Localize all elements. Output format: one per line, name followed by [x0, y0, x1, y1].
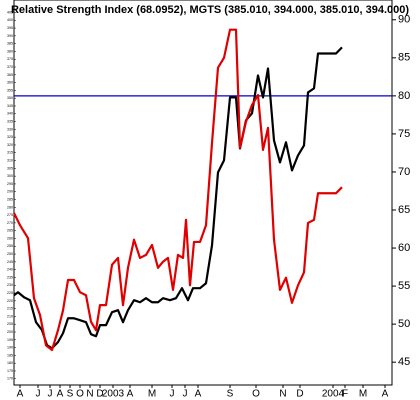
x-tick-label: A: [57, 389, 64, 400]
y-tick-label: 315: [7, 151, 13, 155]
x-tick-label: M: [359, 389, 367, 400]
y-tick-label: 375: [7, 57, 13, 61]
y-tick-label: 235: [7, 275, 13, 279]
x-tick-label: D: [96, 389, 103, 400]
y-tick-label: 320: [7, 143, 13, 147]
y-tick-label: 285: [7, 197, 13, 201]
y-tick-label: 355: [7, 88, 13, 92]
y-tick-label: 195: [7, 338, 13, 342]
y2-tick-label: 60: [398, 242, 410, 254]
series-line: [13, 28, 343, 352]
x-tick-label: S: [67, 389, 74, 400]
x-tick-label: A: [195, 389, 202, 400]
y-tick-label: 295: [7, 182, 13, 186]
y-tick-label: 245: [7, 260, 13, 264]
y-tick-label: 345: [7, 104, 13, 108]
x-tick-label: J: [36, 389, 41, 400]
x-tick-label: F: [342, 389, 348, 400]
x-tick-label: N: [86, 389, 93, 400]
y-tick-label: 325: [7, 135, 13, 139]
y-tick-label: 215: [7, 307, 13, 311]
y-tick-label: 390: [7, 34, 13, 38]
x-tick-label: A: [17, 389, 24, 400]
y-tick-label: 330: [7, 127, 13, 131]
x-tick-label: O: [252, 389, 260, 400]
x-tick-label: 2004: [322, 389, 345, 400]
y-tick-label: 230: [7, 283, 13, 287]
y-tick-label: 405: [7, 10, 13, 14]
y-tick-label: 170: [7, 377, 13, 381]
y-tick-label: 340: [7, 112, 13, 116]
y-tick-label: 265: [7, 229, 13, 233]
x-tick-label: D: [296, 389, 303, 400]
y2-tick-label: 85: [398, 52, 410, 64]
y-tick-label: 305: [7, 166, 13, 170]
y-tick-label: 200: [7, 330, 13, 334]
y2-tick-label: 50: [398, 318, 410, 330]
x-tick-label: O: [76, 389, 84, 400]
x-tick-label: A: [382, 389, 389, 400]
y-tick-label: 395: [7, 26, 13, 30]
y2-tick-label: 65: [398, 204, 410, 216]
y-tick-label: 260: [7, 236, 13, 240]
y-tick-label: 385: [7, 42, 13, 46]
y-tick-label: 175: [7, 369, 13, 373]
y-tick-label: 360: [7, 81, 13, 85]
y-tick-label: 350: [7, 96, 13, 100]
y-tick-label: 365: [7, 73, 13, 77]
chart-title: Relative Strength Index (68.0952), MGTS …: [11, 4, 409, 16]
y-tick-label: 220: [7, 299, 13, 303]
y-tick-label: 380: [7, 49, 13, 53]
x-tick-label: A: [127, 389, 134, 400]
x-tick-label: S: [227, 389, 234, 400]
y-tick-label: 335: [7, 120, 13, 124]
y-tick-label: 300: [7, 174, 13, 178]
y-tick-label: 205: [7, 322, 13, 326]
y-tick-label: 255: [7, 244, 13, 248]
y-tick-label: 225: [7, 291, 13, 295]
y-tick-label: 275: [7, 213, 13, 217]
y-tick-label: 190: [7, 346, 13, 350]
y2-tick-label: 80: [398, 90, 410, 102]
x-tick-label: 2003: [102, 389, 125, 400]
y2-tick-label: 70: [398, 166, 410, 178]
y-tick-label: 400: [7, 18, 13, 22]
y-tick-label: 210: [7, 314, 13, 318]
y-tick-label: 370: [7, 65, 13, 69]
y-tick-label: 290: [7, 190, 13, 194]
x-tick-label: N: [279, 389, 286, 400]
y-tick-label: 250: [7, 252, 13, 256]
y2-tick-label: 55: [398, 280, 410, 292]
y2-tick-label: 90: [398, 14, 410, 26]
series-line: [13, 46, 343, 350]
x-tick-label: J: [170, 389, 175, 400]
y-tick-label: 280: [7, 205, 13, 209]
y2-tick-label: 45: [398, 356, 410, 368]
y-tick-label: 310: [7, 158, 13, 162]
x-tick-label: J: [183, 389, 188, 400]
x-tick-label: M: [148, 389, 156, 400]
y-tick-label: 180: [7, 361, 13, 365]
y-tick-label: 240: [7, 268, 13, 272]
y2-tick-label: 75: [398, 128, 410, 140]
y-tick-label: 185: [7, 353, 13, 357]
y-tick-label: 270: [7, 221, 13, 225]
x-tick-label: J: [48, 389, 53, 400]
